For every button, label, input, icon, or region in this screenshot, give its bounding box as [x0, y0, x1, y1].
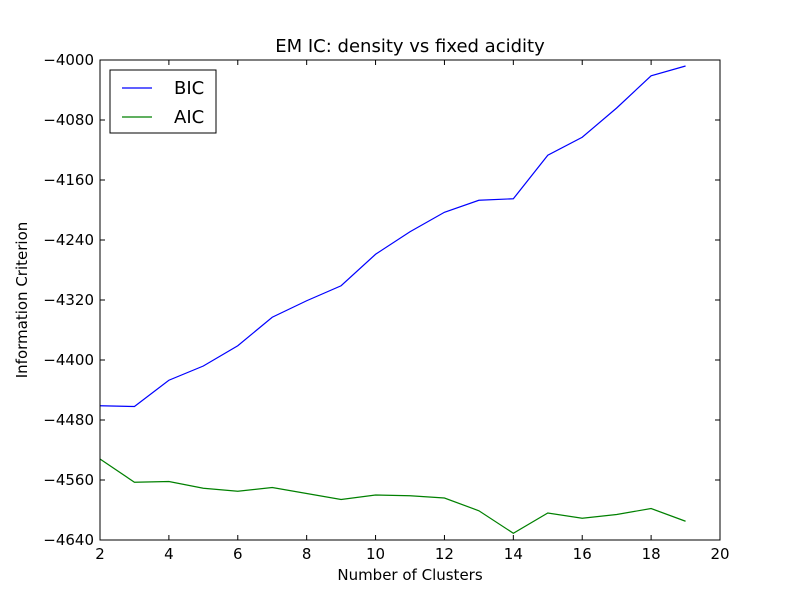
legend: BIC AIC [109, 69, 217, 134]
x-axis-label: Number of Clusters [337, 566, 482, 584]
x-tick-label: 14 [504, 545, 523, 563]
y-tick-label: −4240 [43, 231, 94, 249]
x-tick-label: 8 [302, 545, 312, 563]
legend-label-bic: BIC [174, 78, 204, 99]
ticks-layer: 2 4 6 8 10 12 14 16 18 20 −4640 −4560 −4480 −4400 −432… [43, 51, 729, 563]
y-tick-label: −4160 [43, 171, 94, 189]
x-tick-label: 4 [164, 545, 174, 563]
series-layer [99, 65, 686, 534]
legend-box [109, 69, 217, 134]
x-tick-label: 18 [642, 545, 661, 563]
series-line-aic [99, 458, 686, 534]
y-tick-label: −4640 [43, 531, 94, 549]
x-tick-label: 16 [573, 545, 592, 563]
y-axis-label: Information Criterion [13, 222, 31, 379]
x-tick-label: 2 [95, 545, 105, 563]
chart-title: EM IC: density vs fixed acidity [275, 36, 545, 57]
y-tick-label: −4400 [43, 351, 94, 369]
series-line-bic [99, 65, 686, 408]
y-tick-label: −4000 [43, 51, 94, 69]
y-tick-label: −4080 [43, 111, 94, 129]
x-tick-label: 10 [366, 545, 385, 563]
y-tick-label: −4560 [43, 471, 94, 489]
x-tick-label: 20 [710, 545, 729, 563]
x-tick-label: 12 [435, 545, 454, 563]
y-tick-label: −4480 [43, 411, 94, 429]
y-tick-label: −4320 [43, 291, 94, 309]
x-tick-label: 6 [233, 545, 243, 563]
legend-label-aic: AIC [174, 107, 204, 128]
